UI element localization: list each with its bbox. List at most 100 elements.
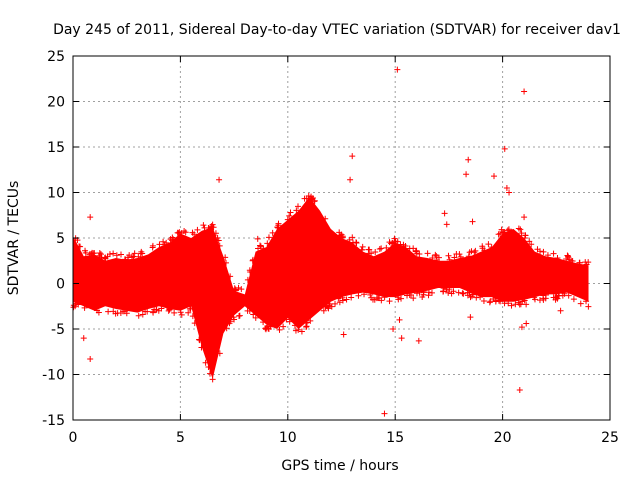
band-point xyxy=(205,364,212,371)
band-point xyxy=(110,250,117,257)
band-point xyxy=(170,236,177,243)
band-point xyxy=(504,227,511,234)
outlier-point xyxy=(463,171,470,178)
band-point xyxy=(479,245,486,252)
band-point xyxy=(561,290,568,297)
band-point xyxy=(149,308,156,315)
band-point xyxy=(102,254,109,261)
band-point xyxy=(298,328,305,335)
band-point xyxy=(178,230,185,237)
band-point xyxy=(230,314,237,321)
x-tick-label: 5 xyxy=(176,430,185,446)
band-point xyxy=(450,288,457,295)
band-point xyxy=(501,229,508,236)
band-point xyxy=(322,215,329,222)
band-point xyxy=(477,294,484,301)
outlier-point xyxy=(394,66,401,73)
outlier-point xyxy=(340,331,347,338)
outlier-point xyxy=(467,314,474,321)
band-point xyxy=(446,256,453,263)
band-point xyxy=(320,307,327,314)
outlier-point xyxy=(349,153,356,160)
band-point xyxy=(303,319,310,326)
band-point xyxy=(284,216,291,223)
band-point xyxy=(135,253,142,260)
band-point xyxy=(359,243,366,250)
band-point xyxy=(446,286,453,293)
x-tick-label: 10 xyxy=(279,430,297,446)
band-point xyxy=(531,296,538,303)
band-point xyxy=(244,276,251,283)
band-point xyxy=(222,259,229,266)
outlier-point xyxy=(396,316,403,323)
band-point xyxy=(420,291,427,298)
band-point xyxy=(416,251,423,258)
band-point xyxy=(149,242,156,249)
outlier-series xyxy=(72,66,564,417)
band-point xyxy=(508,302,515,309)
band-point xyxy=(359,246,366,253)
y-tick-label: 0 xyxy=(56,277,65,293)
band-point xyxy=(518,230,525,237)
band-point xyxy=(267,323,274,330)
band-point xyxy=(291,322,298,329)
band-point xyxy=(182,229,189,236)
band-point xyxy=(339,297,346,304)
band-point xyxy=(209,221,216,228)
outlier-point xyxy=(503,184,510,191)
band-point xyxy=(469,291,476,298)
band-point xyxy=(355,292,362,299)
band-point xyxy=(200,222,207,229)
band-point xyxy=(521,297,528,304)
band-point xyxy=(82,249,89,256)
band-point xyxy=(375,294,382,301)
band-point xyxy=(371,296,378,303)
band-point xyxy=(81,304,88,311)
outlier-point xyxy=(501,145,508,152)
band-point xyxy=(212,230,219,237)
band-point xyxy=(189,229,196,236)
band-point xyxy=(114,310,121,317)
band-point xyxy=(577,300,584,307)
x-tick-label: 0 xyxy=(69,430,78,446)
band-point xyxy=(106,251,113,258)
band-point xyxy=(424,250,431,257)
y-tick-label: 10 xyxy=(47,186,65,202)
band-point xyxy=(523,301,530,308)
plot-frame xyxy=(72,55,611,421)
band-point xyxy=(564,253,571,260)
band-point xyxy=(348,294,355,301)
outlier-point xyxy=(506,189,513,196)
band-point xyxy=(576,259,583,266)
band-point xyxy=(113,252,120,259)
outlier-point xyxy=(254,235,261,242)
band-point xyxy=(455,289,462,296)
band-point xyxy=(189,313,196,320)
band-point xyxy=(440,285,447,292)
band-point xyxy=(526,238,533,245)
band-point xyxy=(294,203,301,210)
band-point xyxy=(425,289,432,296)
band-point xyxy=(90,250,97,257)
outlier-point xyxy=(465,156,472,163)
band-point xyxy=(570,296,577,303)
band-point xyxy=(286,318,293,325)
band-point xyxy=(144,308,151,315)
band-point xyxy=(209,376,216,383)
outlier-point xyxy=(523,320,530,327)
outlier-point xyxy=(516,386,523,393)
band-point xyxy=(428,289,435,296)
band-point xyxy=(480,298,487,305)
band-point xyxy=(464,289,471,296)
band-point xyxy=(302,319,309,326)
outlier-point xyxy=(87,214,94,221)
band-point xyxy=(457,253,464,260)
band-point xyxy=(378,245,385,252)
band-point xyxy=(522,232,529,239)
y-tick-label: 20 xyxy=(47,95,65,111)
band-point xyxy=(214,234,221,241)
band-point xyxy=(169,237,176,244)
band-point xyxy=(178,311,185,318)
band-point xyxy=(505,226,512,233)
band-point xyxy=(123,310,130,317)
